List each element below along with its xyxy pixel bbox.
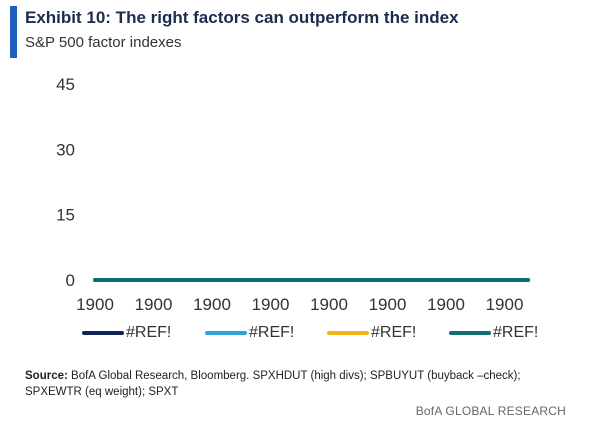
accent-bar (10, 6, 17, 58)
legend-label: #REF! (371, 324, 417, 341)
chart-subtitle: S&P 500 factor indexes (25, 34, 182, 51)
legend-item: #REF! (82, 324, 171, 342)
legend-swatch (327, 331, 369, 335)
legend-swatch (449, 331, 491, 335)
legend-swatch (205, 331, 247, 335)
x-tick-label: 1900 (193, 295, 231, 314)
legend-label: #REF! (249, 324, 295, 341)
chart-legend: #REF! #REF! #REF! #REF! (0, 324, 591, 348)
x-tick-label: 1900 (486, 295, 524, 314)
legend-item: #REF! (449, 324, 538, 342)
legend-item: #REF! (205, 324, 294, 342)
legend-swatch (82, 331, 124, 335)
x-tick-label: 1900 (427, 295, 465, 314)
legend-label: #REF! (493, 324, 539, 341)
x-tick-label: 1900 (310, 295, 348, 314)
source-text: BofA Global Research, Bloomberg. SPXHDUT… (25, 370, 521, 398)
chart-title: Exhibit 10: The right factors can outper… (25, 8, 459, 27)
source-label: Source: (25, 370, 68, 382)
brand-footer: BofA GLOBAL RESEARCH (415, 404, 566, 418)
x-tick-label: 1900 (135, 295, 173, 314)
legend-label: #REF! (126, 324, 172, 341)
y-tick-label: 15 (56, 206, 75, 225)
legend-item: #REF! (327, 324, 416, 342)
x-tick-label: 1900 (252, 295, 290, 314)
y-tick-label: 45 (56, 75, 75, 94)
y-tick-label: 0 (66, 271, 75, 290)
y-tick-label: 30 (56, 140, 75, 159)
x-tick-label: 1900 (369, 295, 407, 314)
x-tick-label: 1900 (76, 295, 114, 314)
source-note: Source: BofA Global Research, Bloomberg.… (25, 368, 570, 400)
